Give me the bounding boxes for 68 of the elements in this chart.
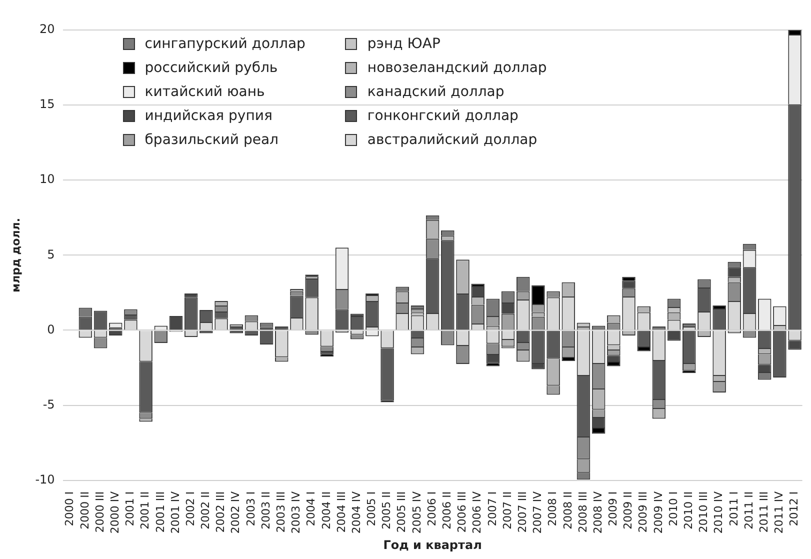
x-tick-label: 2003 IV (290, 490, 303, 534)
x-tick-label: 2007 II (500, 491, 514, 530)
y-axis-title: млрд долл. (9, 218, 22, 292)
x-tick-label: 2004 III (334, 491, 348, 533)
x-tick-label: 2007 III (516, 491, 529, 533)
y-tick-label: -10 (35, 472, 55, 486)
x-tick-label: 2005 II (380, 491, 394, 530)
x-tick-label: 2010 IV (712, 490, 726, 534)
x-tick-label: 2009 III (636, 491, 650, 533)
x-tick-label: 2008 III (576, 491, 590, 533)
x-tick-label: 2001 III (154, 491, 167, 533)
legend-label: сингапурский доллар (144, 36, 306, 52)
legend-label: российский рубль (144, 60, 278, 76)
x-tick-label: 2008 II (561, 491, 574, 530)
x-tick-label: 2005 III (395, 491, 408, 533)
x-tick-label: 2005 IV (410, 490, 424, 534)
x-tick-label: 2002 III (214, 491, 228, 533)
x-tick-label: 2002 IV (229, 490, 242, 534)
x-tick-label: 2010 II (682, 491, 695, 530)
x-tick-label: 2008 IV (591, 490, 604, 534)
x-tick-label: 2000 I (63, 491, 76, 526)
x-tick-label: 2002 II (199, 491, 212, 530)
legend-label: австралийский доллар (367, 132, 538, 148)
legend-label: китайский юань (144, 84, 265, 100)
x-tick-label: 2003 II (259, 491, 272, 530)
x-tick-label: 2000 II (78, 491, 92, 530)
y-tick-label: 20 (40, 22, 55, 36)
legend-label: гонконгский доллар (367, 108, 518, 124)
y-tick-label: 5 (47, 247, 55, 262)
x-tick-label: 2003 I (244, 491, 258, 526)
x-tick-label: 2008 I (546, 491, 560, 526)
x-tick-label: 2006 II (440, 491, 454, 530)
x-tick-label: 2010 III (697, 491, 710, 533)
y-tick-label: 15 (40, 97, 55, 112)
x-tick-label: 2000 III (93, 491, 106, 533)
x-tick-label: 2007 I (486, 491, 499, 526)
x-tick-label: 2007 IV (531, 490, 544, 534)
x-tick-label: 2009 II (622, 491, 635, 530)
x-tick-label: 2011 II (742, 491, 756, 530)
x-tick-label: 2011 III (757, 491, 770, 533)
legend-label: рэнд ЮАР (367, 36, 440, 52)
x-tick-label: 2006 IV (470, 490, 484, 534)
x-tick-label: 2006 III (456, 491, 469, 533)
x-tick-label: 2001 II (138, 491, 152, 530)
x-tick-label: 2003 III (274, 491, 288, 533)
legend-label: индийская рупия (144, 108, 272, 124)
x-axis-title: Год и квартал (383, 538, 482, 552)
x-tick-label: 2009 IV (652, 490, 665, 534)
y-tick-label: 0 (47, 322, 55, 336)
x-tick-label: 2001 I (124, 491, 137, 526)
legend-label: канадский доллар (367, 84, 504, 100)
x-tick-label: 2004 II (320, 491, 333, 530)
legend-label: новозеландский доллар (367, 60, 547, 76)
x-tick-label: 2001 IV (168, 490, 182, 534)
x-tick-label: 2012 I (788, 491, 801, 526)
x-tick-label: 2002 I (184, 491, 197, 526)
x-tick-label: 2004 I (304, 491, 318, 526)
x-tick-label: 2011 I (727, 491, 740, 526)
y-tick-label: -5 (42, 397, 55, 412)
x-tick-label: 2000 IV (108, 490, 122, 534)
x-tick-label: 2011 IV (772, 490, 786, 534)
x-tick-label: 2010 I (666, 491, 680, 526)
x-tick-label: 2004 IV (350, 490, 363, 534)
legend-label: бразильский реал (144, 132, 278, 148)
x-tick-label: 2005 I (365, 491, 378, 526)
y-tick-label: 10 (40, 172, 55, 186)
x-tick-label: 2009 I (606, 491, 620, 526)
x-tick-label: 2006 I (425, 491, 438, 526)
